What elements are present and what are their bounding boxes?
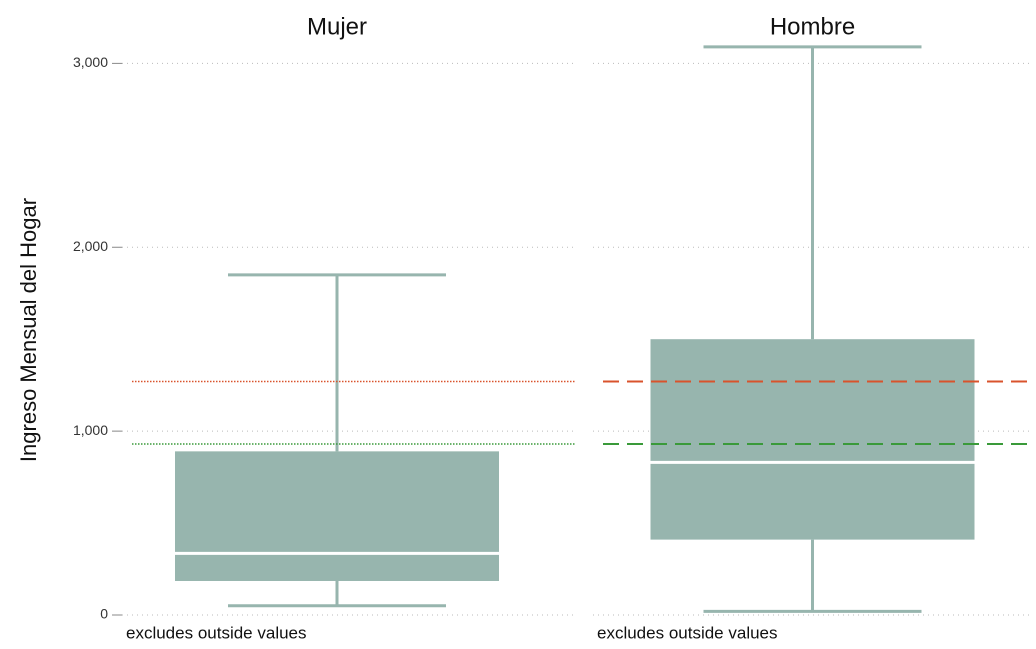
y-tick-label: 1,000 bbox=[73, 422, 108, 438]
y-tick-label: 3,000 bbox=[73, 54, 108, 70]
y-tick-label: 0 bbox=[100, 606, 108, 622]
box bbox=[175, 451, 499, 581]
panel-title: Mujer bbox=[307, 13, 367, 40]
box bbox=[650, 339, 975, 540]
panel-note: excludes outside values bbox=[597, 623, 778, 642]
panel-note: excludes outside values bbox=[126, 623, 307, 642]
y-tick-label: 2,000 bbox=[73, 238, 108, 254]
y-axis-label: Ingreso Mensual del Hogar bbox=[16, 198, 41, 462]
panel-title: Hombre bbox=[770, 13, 855, 40]
